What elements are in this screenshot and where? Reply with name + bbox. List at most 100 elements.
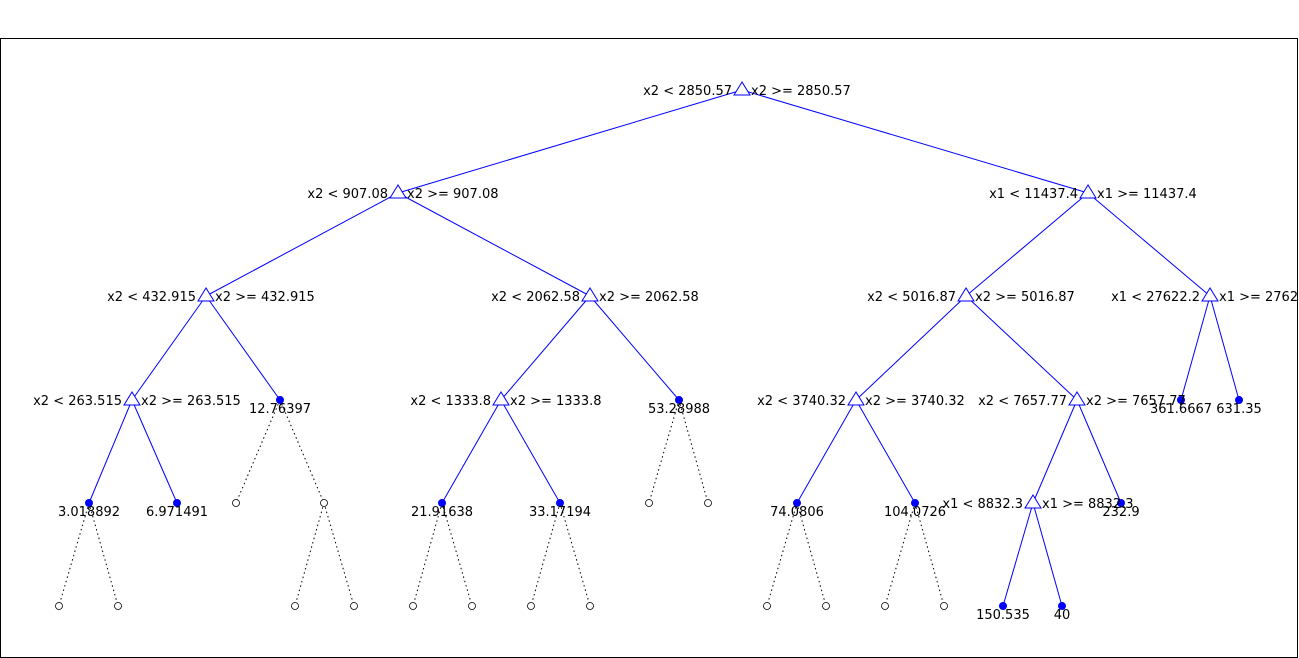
split-node-triangle-icon (1024, 494, 1042, 509)
split-left-condition: x2 < 7657.77 (978, 394, 1067, 409)
split-left-condition: x1 < 8832.3 (942, 497, 1023, 512)
split-left-condition: x2 < 1333.8 (410, 394, 491, 409)
split-right-condition: x1 >= 2762 (1219, 290, 1298, 305)
leaf-value-label: 150.535 (976, 608, 1030, 623)
split-node-triangle-icon (957, 287, 975, 302)
branch-line (205, 295, 281, 401)
split-node-triangle-icon (1201, 287, 1219, 302)
leaf-value-label: 3.018892 (58, 505, 120, 520)
branch-line (1180, 295, 1211, 401)
pruned-node-circle (55, 602, 63, 610)
branch-line (500, 399, 561, 504)
branch-line (131, 295, 207, 401)
split-node-triangle-icon (1079, 184, 1097, 199)
pruned-node-circle (468, 602, 476, 610)
leaf-value-label: 6.971491 (146, 505, 208, 520)
leaf-value-label: 232.9 (1102, 505, 1139, 520)
leaf-value-label: 104.0726 (884, 505, 946, 520)
pruned-node-circle (114, 602, 122, 610)
branch-line (131, 399, 178, 504)
node-labels: x2 < 2850.57 x2 >= 2850.57 x2 < 907.08 x2 >… (33, 84, 1298, 623)
pruned-node-circle (940, 602, 948, 610)
branch-lines (58, 89, 1240, 607)
pruned-node-circle (881, 602, 889, 610)
leaf-value-label: 33.17194 (529, 505, 591, 520)
pruned-node-circle (822, 602, 830, 610)
leaf-node-dot (911, 499, 919, 507)
branch-line (741, 89, 1089, 194)
split-node-triangle-icon (389, 184, 407, 199)
leaf-value-label: 12.76397 (249, 402, 311, 417)
pruned-node-circle (527, 602, 535, 610)
split-right-condition: x2 >= 5016.87 (975, 290, 1075, 305)
leaf-node-dot (1177, 396, 1185, 404)
leaf-value-label: 631.35 (1216, 402, 1262, 417)
leaf-node-dot (276, 396, 284, 404)
split-left-condition: x1 < 11437.4 (989, 187, 1078, 202)
leaf-node-dot (1235, 396, 1243, 404)
leaf-value-label: 21.91638 (411, 505, 473, 520)
pruned-node-circle (409, 602, 417, 610)
split-node-triangle-icon (581, 287, 599, 302)
leaf-node-dot (438, 499, 446, 507)
leaf-node-dot (1058, 602, 1066, 610)
leaf-node-dot (999, 602, 1007, 610)
branch-line (965, 295, 1078, 401)
split-node-triangle-icon (847, 391, 865, 406)
pruned-node-circle (320, 499, 328, 507)
split-node-triangle-icon (492, 391, 510, 406)
split-node-triangle-icon (1068, 391, 1086, 406)
split-right-condition: x1 >= 8832.3 (1042, 497, 1134, 512)
split-left-condition: x2 < 263.515 (33, 394, 122, 409)
leaf-node-dot (556, 499, 564, 507)
split-right-condition: x2 >= 263.515 (141, 394, 241, 409)
split-left-condition: x2 < 3740.32 (757, 394, 846, 409)
pruned-node-circle (645, 499, 653, 507)
split-right-condition: x2 >= 432.915 (215, 290, 315, 305)
split-left-condition: x2 < 432.915 (107, 290, 196, 305)
split-node-triangle-icon (733, 81, 751, 96)
branch-line (441, 399, 502, 504)
split-left-condition: x2 < 907.08 (307, 187, 388, 202)
split-left-condition: x2 < 5016.87 (867, 290, 956, 305)
split-right-condition: x2 >= 2062.58 (599, 290, 699, 305)
branch-line (855, 399, 916, 504)
plot-frame (0, 38, 1298, 658)
branch-line (1087, 192, 1211, 297)
branch-line (965, 192, 1089, 297)
split-node-triangle-icon (123, 391, 141, 406)
split-right-condition: x2 >= 1333.8 (510, 394, 602, 409)
leaf-node-dot (173, 499, 181, 507)
pruned-node-circle (291, 602, 299, 610)
branch-line (500, 295, 591, 401)
branch-line (88, 399, 133, 504)
split-right-condition: x1 >= 11437.4 (1097, 187, 1197, 202)
split-right-condition: x2 >= 2850.57 (751, 84, 851, 99)
split-left-condition: x2 < 2062.58 (491, 290, 580, 305)
leaf-value-label: 74.0806 (770, 505, 824, 520)
branch-line (1002, 502, 1034, 607)
branch-line (589, 295, 680, 401)
tree-nodes (55, 81, 1243, 610)
branch-line (1032, 502, 1063, 607)
branch-line (1209, 295, 1240, 401)
pruned-node-circle (763, 602, 771, 610)
pruned-node-circle (350, 602, 358, 610)
pruned-node-circle (704, 499, 712, 507)
branch-line (205, 192, 399, 297)
branch-line (397, 89, 743, 194)
branch-line (397, 192, 591, 297)
leaf-value-label: 361.6667 (1150, 402, 1212, 417)
pruned-node-circle (232, 499, 240, 507)
leaf-node-dot (85, 499, 93, 507)
pruned-node-circle (586, 602, 594, 610)
split-right-condition: x2 >= 3740.32 (865, 394, 965, 409)
split-left-condition: x1 < 27622.2 (1111, 290, 1200, 305)
split-right-condition: x2 >= 907.08 (407, 187, 499, 202)
leaf-value-label: 40 (1054, 608, 1071, 623)
pruned-branch-line (235, 399, 281, 504)
split-right-condition: x2 >= 7657.77 (1086, 394, 1186, 409)
leaf-value-label: 53.28988 (648, 402, 710, 417)
branch-line (796, 399, 857, 504)
